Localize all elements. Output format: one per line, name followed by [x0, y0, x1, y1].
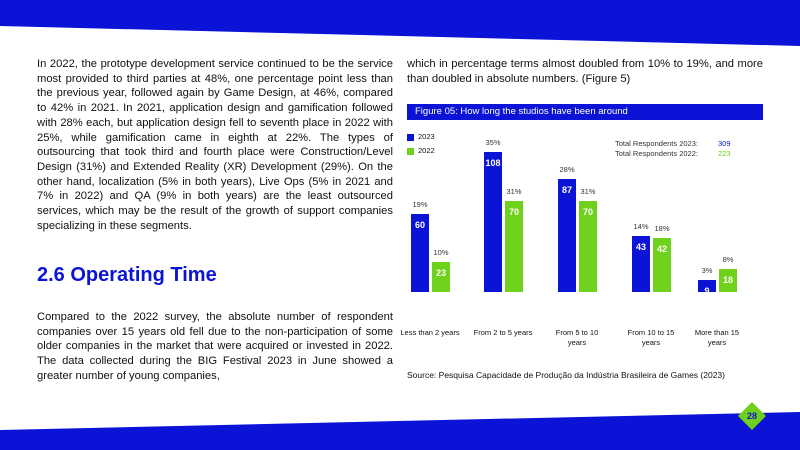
- bar: [505, 201, 523, 292]
- figure-source: Source: Pesquisa Capacidade de Produção …: [407, 370, 725, 380]
- percent-label: 8%: [722, 254, 734, 264]
- bar: [432, 262, 450, 292]
- bar-value: 60: [414, 220, 425, 231]
- bar-value: 23: [435, 268, 446, 279]
- paragraph: which in percentage terms almost doubled…: [407, 58, 763, 85]
- percent-label: 3%: [701, 266, 713, 276]
- bar: [558, 179, 576, 292]
- bar-value: 43: [635, 242, 646, 253]
- legend-swatch: [407, 148, 414, 155]
- x-tick-label: From 5 to 10 years: [555, 328, 599, 347]
- top-band: [0, 0, 800, 46]
- percent-label: 10%: [433, 248, 449, 258]
- total-value: 223: [718, 149, 731, 158]
- legend-label: 2022: [418, 146, 435, 155]
- bar: [484, 152, 502, 292]
- bar: [411, 214, 429, 292]
- bar-value: 18: [722, 274, 733, 285]
- x-tick-label: From 10 to 15 years: [627, 328, 675, 347]
- bottom-band: [0, 412, 800, 450]
- bar-value: 9: [704, 286, 710, 297]
- bar: [653, 237, 671, 292]
- section-heading: 2.6 Operating Time: [37, 264, 217, 286]
- bar-value: 42: [656, 243, 667, 254]
- bar-value: 108: [485, 158, 501, 168]
- total-label: Total Respondents 2023:: [615, 139, 698, 148]
- figure-title: Figure 05: How long the studios have bee…: [407, 104, 763, 120]
- bar: [579, 201, 597, 292]
- page-badge: [738, 402, 766, 430]
- paragraph: Compared to the 2022 survey, the absolut…: [37, 311, 393, 382]
- percent-label: 28%: [559, 165, 575, 175]
- x-tick-label: Less than 2 years: [400, 328, 460, 337]
- x-tick-label: More than 15 years: [694, 328, 740, 347]
- legend-label: 2023: [418, 132, 435, 141]
- bar-value: 70: [508, 207, 519, 218]
- percent-label: 31%: [580, 187, 596, 197]
- total-label: Total Respondents 2022:: [615, 149, 698, 158]
- bar: [698, 280, 716, 292]
- percent-label: 14%: [633, 222, 649, 232]
- bar: [719, 268, 737, 292]
- percent-label: 18%: [654, 223, 670, 233]
- total-value: 309: [718, 139, 731, 148]
- x-tick-label: From 2 to 5 years: [473, 328, 533, 337]
- bar-value: 70: [582, 207, 593, 218]
- paragraph: In 2022, the prototype development servi…: [37, 58, 393, 232]
- percent-label: 35%: [485, 138, 501, 147]
- bar: [632, 236, 650, 292]
- percent-label: 31%: [506, 187, 522, 197]
- bar-value: 87: [561, 185, 572, 196]
- page-number: 28: [747, 411, 757, 421]
- legend-swatch: [407, 134, 414, 141]
- percent-label: 19%: [412, 200, 428, 210]
